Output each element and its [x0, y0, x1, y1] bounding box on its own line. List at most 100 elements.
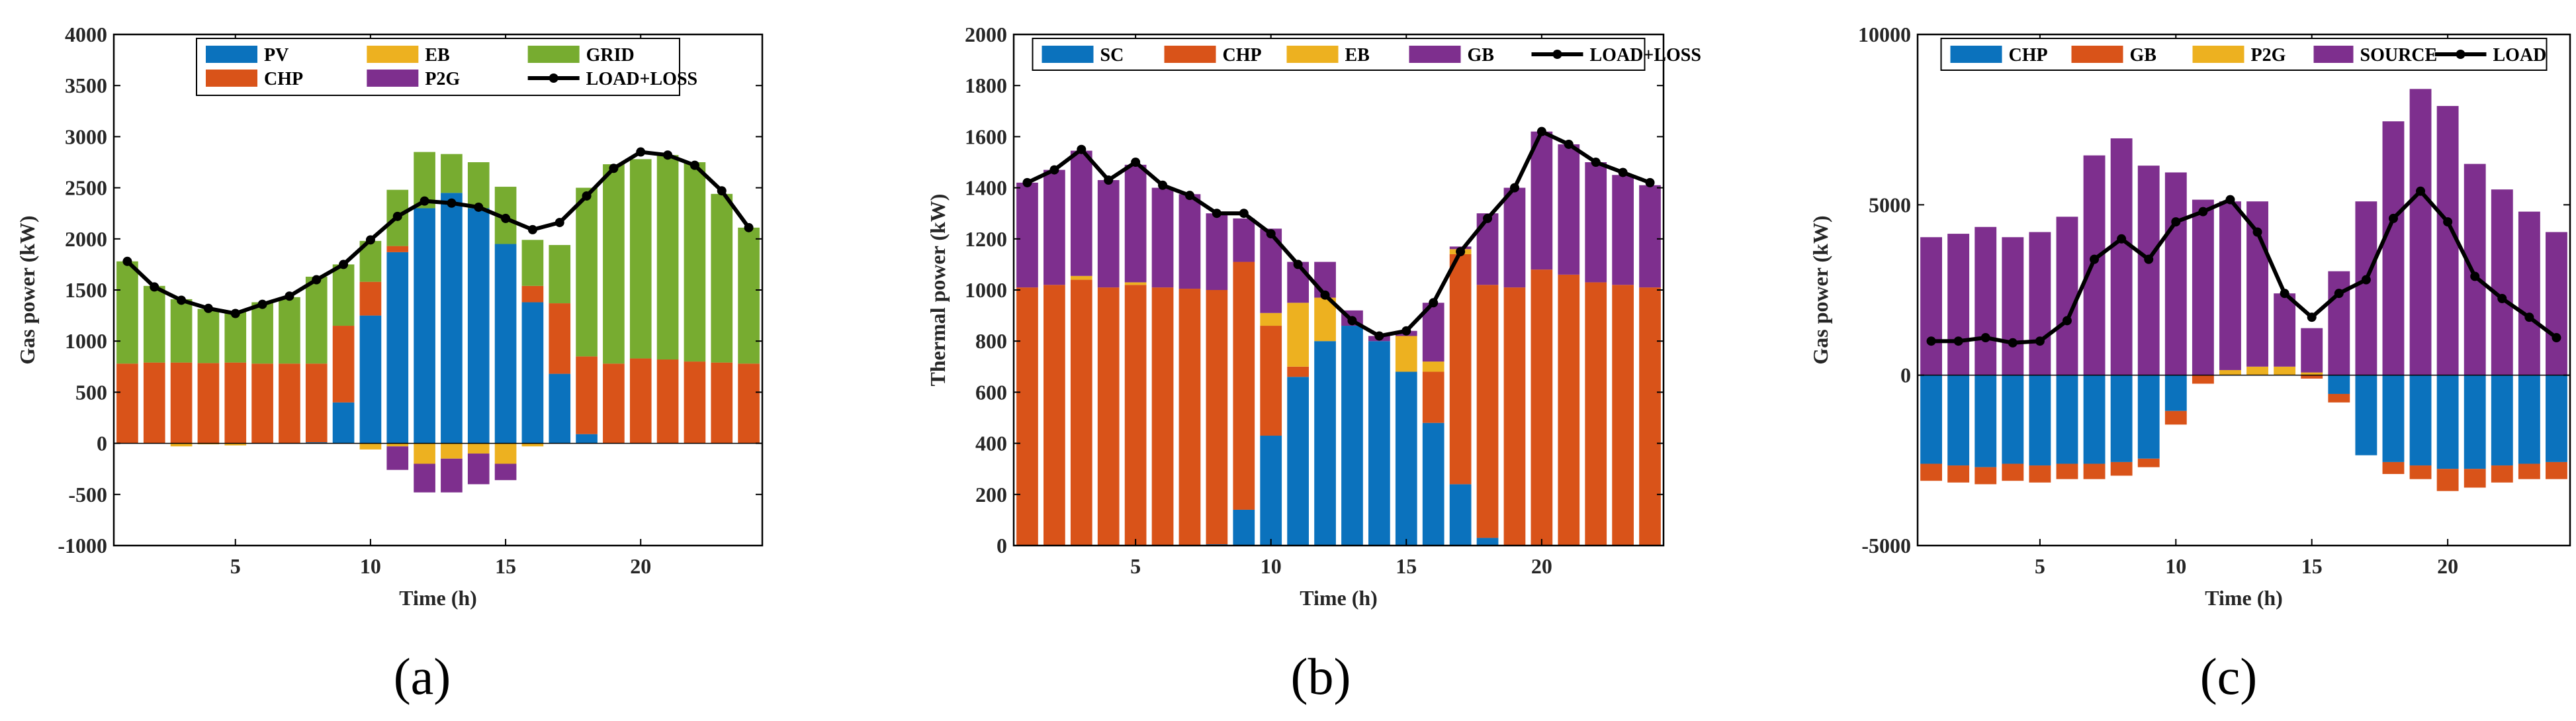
line-marker-t1	[1022, 177, 1032, 187]
bar-p2g-t14	[2274, 366, 2296, 375]
bar-chp-t7	[2083, 375, 2106, 464]
bar-chp-t21	[2464, 375, 2486, 469]
bar-p2g-t11	[386, 446, 409, 470]
line-marker-t22	[1591, 158, 1601, 167]
line-marker-t7	[1184, 191, 1194, 201]
line-marker-t23	[2524, 312, 2534, 322]
y-axis-label: Gas power (kW)	[15, 215, 39, 364]
line-marker-t11	[392, 211, 402, 221]
panel-label-2: (c)	[2200, 648, 2258, 705]
legend-swatch	[1286, 46, 1339, 63]
bar-pv-t12	[414, 208, 435, 444]
legend-item-p2g: P2G	[2192, 45, 2286, 66]
y-tick-label: 2500	[65, 176, 107, 200]
bar-chp-t10	[2164, 375, 2187, 411]
bar-source-t3	[1975, 226, 1997, 375]
bar-chp-t22	[1585, 282, 1607, 546]
line-marker-t14	[2280, 289, 2289, 299]
bar-chp-t8	[1206, 290, 1228, 545]
bar-pv-t9	[332, 402, 355, 444]
legend-swatch	[2192, 46, 2244, 63]
bar-gb-t21	[1558, 144, 1580, 275]
bar-source-t9	[2137, 166, 2160, 375]
line-marker-t21	[1564, 139, 1574, 149]
bar-gb-t20	[1531, 131, 1553, 270]
bar-pv-t8	[305, 442, 328, 444]
line-marker-t2	[150, 282, 159, 292]
x-tick-label: 15	[495, 554, 516, 578]
bar-p2g-t15	[494, 463, 517, 481]
line-marker-t5	[1131, 158, 1141, 167]
y-tick-label: -5000	[1861, 534, 1911, 557]
line-marker-t21	[2470, 271, 2480, 281]
line-marker-t17	[555, 218, 564, 228]
bar-chp-t21	[656, 359, 679, 444]
line-marker-t16	[2334, 289, 2344, 299]
bar-gb-t11	[2192, 375, 2214, 384]
line-marker-t23	[717, 186, 727, 196]
bar-sc-t10	[1260, 436, 1282, 546]
bar-grid-t20	[629, 159, 652, 359]
bar-chp-t11	[1287, 366, 1309, 377]
bar-chp-t6	[2056, 375, 2078, 464]
bar-chp-t6	[1151, 287, 1174, 546]
legend-label: LOAD	[2493, 45, 2547, 66]
bar-gb-t7	[2083, 463, 2106, 479]
bar-grid-t23	[711, 193, 733, 363]
line-marker-t10	[365, 235, 375, 245]
line-marker-t10	[1266, 229, 1276, 239]
bar-p2g-t13	[441, 458, 463, 493]
bar-chp-t16	[2328, 375, 2350, 394]
x-tick-label: 10	[2165, 554, 2186, 578]
legend-item-grid: GRID	[527, 45, 635, 66]
line-marker-t19	[1509, 183, 1519, 193]
bar-chp-t1	[116, 363, 138, 444]
bar-pv-t15	[494, 244, 517, 444]
legend-item-load-loss: LOAD+LOSS	[1531, 45, 1701, 66]
bar-grid-t13	[441, 154, 463, 193]
line-marker-t4	[203, 303, 213, 313]
bar-sc-t14	[1368, 341, 1390, 546]
legend: CHP GB P2G SOURCE LOAD	[1940, 38, 2548, 71]
bar-source-t18	[2382, 121, 2405, 375]
bar-grid-t17	[549, 245, 571, 304]
bar-gb-t9	[1233, 218, 1255, 262]
plot-area	[1014, 34, 1664, 546]
bar-source-t10	[2164, 172, 2187, 375]
bar-chp-t2	[1044, 285, 1065, 546]
legend-swatch	[367, 46, 419, 63]
line-marker-t9	[2144, 254, 2154, 264]
legend-line-marker	[1552, 50, 1562, 59]
bar-grid-t9	[332, 264, 355, 326]
plot-area	[114, 34, 762, 546]
x-axis-label: Time (h)	[1300, 586, 1378, 610]
bar-chp-t19	[2409, 375, 2432, 466]
bar-eb-t16	[1422, 361, 1444, 372]
y-tick-label: 5000	[1869, 193, 1911, 216]
bar-chp-t19	[603, 363, 625, 444]
bar-chp-t7	[279, 363, 300, 444]
bar-grid-t19	[603, 164, 625, 364]
y-tick-label: 0	[997, 534, 1007, 557]
bar-eb-t11	[1287, 303, 1309, 367]
line-marker-t9	[339, 260, 349, 269]
bar-chp-t4	[2002, 375, 2024, 464]
bar-chp-t10	[1260, 326, 1282, 436]
line-marker-t1	[122, 256, 132, 266]
line-marker-t6	[1158, 180, 1168, 190]
line-marker-t6	[2062, 316, 2072, 326]
bar-eb-t13	[441, 443, 463, 459]
bar-grid-t14	[467, 162, 490, 209]
bar-source-t7	[2083, 155, 2106, 375]
bar-pv-t16	[521, 302, 544, 444]
bar-source-t12	[2219, 201, 2241, 370]
line-marker-t20	[636, 147, 646, 157]
x-tick-label: 5	[1130, 554, 1141, 578]
bar-source-t1	[1920, 237, 1942, 375]
legend-item-gb: GB	[2071, 45, 2156, 66]
bar-pv-t13	[441, 193, 463, 444]
line-marker-t11	[1293, 260, 1303, 269]
bar-chp-t10	[359, 281, 382, 316]
bar-chp-t20	[2436, 375, 2459, 469]
